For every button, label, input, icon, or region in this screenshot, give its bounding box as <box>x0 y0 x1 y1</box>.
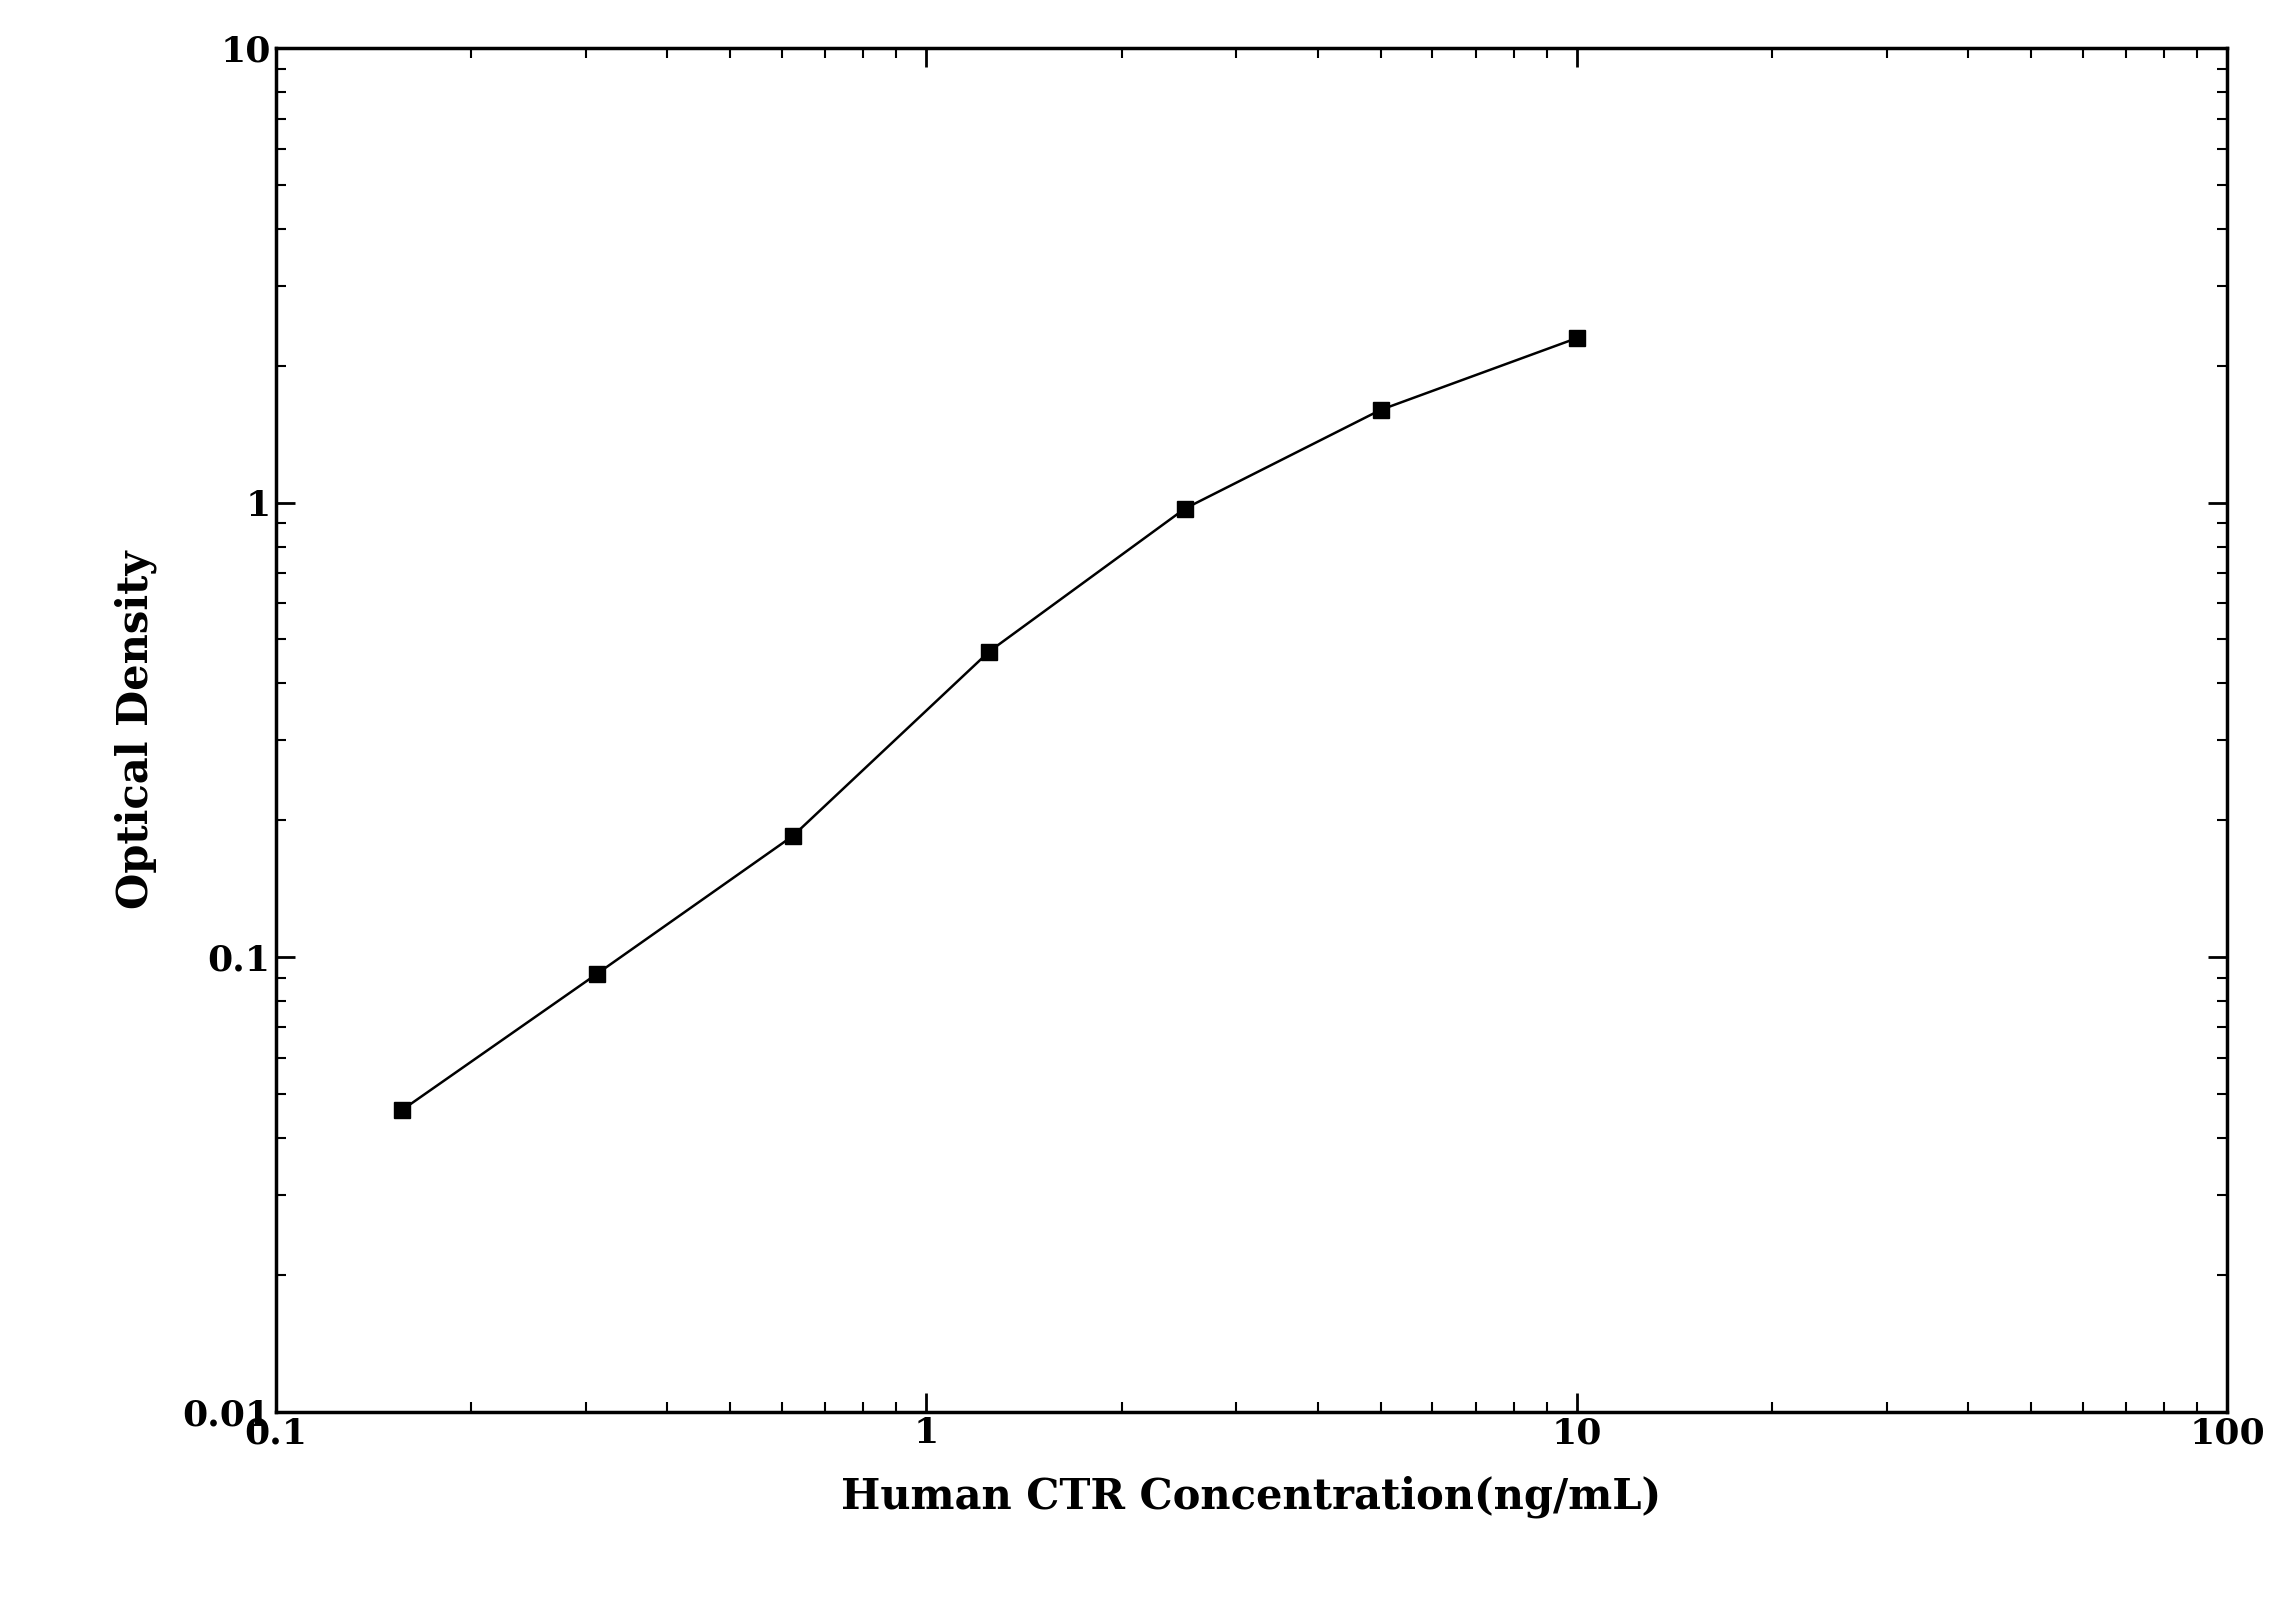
Y-axis label: Optical Density: Optical Density <box>115 550 158 909</box>
X-axis label: Human CTR Concentration(ng/mL): Human CTR Concentration(ng/mL) <box>840 1476 1662 1517</box>
